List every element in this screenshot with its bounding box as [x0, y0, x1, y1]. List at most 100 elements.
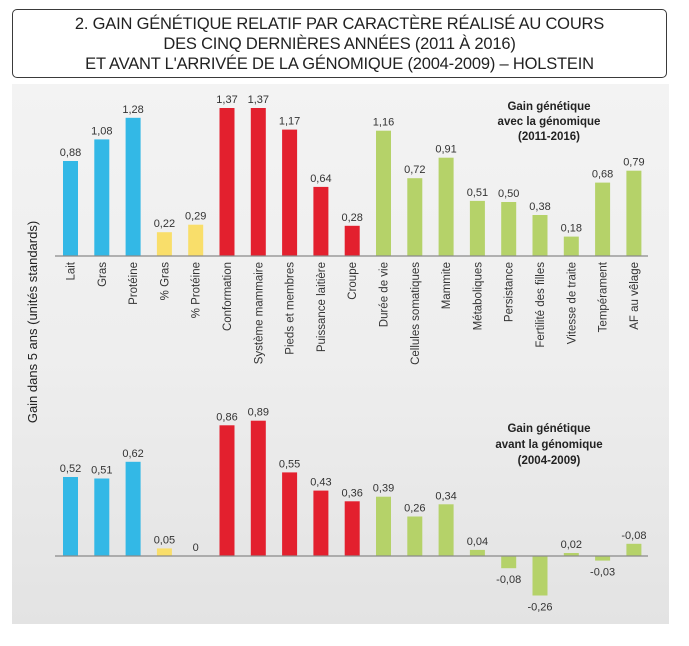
upper-bar-3	[125, 117, 141, 256]
lower-bar-3	[125, 461, 141, 556]
lower-value-label-6: 0,86	[216, 411, 237, 423]
upper-bar-1	[63, 161, 78, 256]
lower-value-label-4: 0,05	[154, 534, 175, 546]
upper-category-label-19: AF au vêlage	[629, 262, 641, 330]
upper-legend-line-3: (2011-2016)	[518, 131, 580, 143]
lower-value-label-11: 0,39	[373, 483, 394, 495]
lower-value-label-5: 0	[193, 542, 199, 554]
upper-value-label-11: 1,16	[373, 117, 394, 129]
upper-bar-6	[219, 108, 235, 256]
chart-title-line-3: ET AVANT L'ARRIVÉE DE LA GÉNOMIQUE (2004…	[85, 55, 594, 73]
upper-category-label-15: Persistance	[504, 262, 516, 322]
lower-bar-14	[469, 549, 485, 556]
upper-bar-8	[282, 129, 298, 256]
lower-bar-15	[501, 556, 517, 569]
lower-value-label-12: 0,26	[404, 503, 425, 515]
y-axis-label: Gain dans 5 ans (unités standards)	[25, 221, 40, 423]
upper-bar-14	[469, 200, 485, 256]
upper-bar-12	[407, 178, 423, 256]
lower-legend-line-1: Gain génétique	[507, 423, 590, 435]
upper-value-label-1: 0,88	[60, 147, 81, 159]
upper-bar-19	[626, 170, 642, 256]
lower-bar-8	[282, 472, 298, 556]
upper-value-label-18: 0,68	[592, 169, 613, 181]
upper-value-label-17: 0,18	[561, 223, 582, 235]
upper-category-label-1: Lait	[66, 261, 78, 280]
upper-category-label-10: Croupe	[347, 262, 359, 300]
upper-category-label-12: Cellules somatiques	[410, 262, 422, 365]
chart-background	[12, 84, 669, 624]
upper-value-label-12: 0,72	[404, 164, 425, 176]
lower-bar-10	[344, 501, 360, 556]
upper-legend-line-1: Gain génétique	[507, 101, 590, 113]
lower-legend-line-2: avant la génomique	[495, 439, 602, 451]
upper-value-label-4: 0,22	[154, 218, 175, 230]
upper-value-label-15: 0,50	[498, 188, 519, 200]
upper-value-label-16: 0,38	[529, 201, 550, 213]
upper-bar-11	[376, 130, 391, 256]
upper-value-label-13: 0,91	[435, 144, 456, 156]
upper-value-label-9: 0,64	[310, 173, 331, 185]
lower-value-label-13: 0,34	[435, 490, 456, 502]
upper-bar-4	[156, 232, 172, 256]
lower-value-label-8: 0,55	[279, 458, 300, 470]
lower-chart: Gain génétique avant la génomique (2004-…	[55, 407, 648, 614]
upper-category-label-5: % Protéine	[191, 262, 203, 318]
lower-bar-7	[250, 420, 266, 556]
lower-bar-13	[438, 504, 454, 556]
lower-bar-19	[626, 543, 642, 556]
upper-bar-16	[532, 215, 548, 256]
lower-value-label-2: 0,51	[91, 465, 112, 477]
upper-category-label-2: Gras	[97, 262, 109, 287]
upper-category-label-4: % Gras	[159, 262, 171, 301]
lower-value-label-10: 0,36	[341, 487, 362, 499]
upper-bar-15	[501, 202, 517, 256]
lower-value-label-7: 0,89	[248, 407, 269, 419]
lower-bar-18	[595, 556, 611, 561]
upper-chart: Gain génétique avec la génomique (2011-2…	[55, 94, 648, 365]
upper-bar-5	[188, 224, 204, 256]
upper-category-label-17: Vitesse de traite	[566, 262, 578, 344]
lower-value-label-15: -0,08	[496, 574, 521, 586]
upper-value-label-19: 0,79	[623, 157, 644, 169]
lower-legend-line-3: (2004-2009)	[518, 455, 581, 467]
lower-bar-6	[219, 425, 235, 556]
chart-title-line-1: 2. GAIN GÉNÉTIQUE RELATIF PAR CARACTÈRE …	[74, 15, 605, 33]
upper-bar-2	[94, 139, 110, 256]
lower-value-label-3: 0,62	[122, 448, 143, 460]
lower-value-label-16: -0,26	[527, 602, 552, 614]
lower-bar-2	[94, 478, 110, 556]
lower-bar-16	[532, 556, 548, 596]
lower-value-label-14: 0,04	[467, 536, 488, 548]
lower-bar-12	[407, 516, 423, 556]
upper-bar-13	[438, 157, 454, 256]
upper-value-label-10: 0,28	[341, 212, 362, 224]
upper-bar-9	[313, 186, 329, 256]
upper-category-label-18: Tempérament	[598, 261, 610, 332]
lower-bar-17	[563, 553, 579, 556]
upper-bar-10	[344, 225, 360, 256]
upper-category-label-16: Fertilité des filles	[535, 262, 547, 348]
upper-category-label-8: Pieds et membres	[285, 262, 297, 355]
upper-value-label-14: 0,51	[467, 187, 488, 199]
lower-value-label-1: 0,52	[60, 463, 81, 475]
upper-category-label-13: Mammite	[441, 262, 453, 309]
lower-value-label-9: 0,43	[310, 477, 331, 489]
upper-category-label-14: Métaboliques	[472, 262, 484, 331]
chart-title-line-2: DES CINQ DERNIÈRES ANNÉES (2011 À 2016)	[163, 35, 516, 53]
lower-value-label-18: -0,03	[590, 567, 615, 579]
upper-bar-7	[250, 108, 266, 256]
upper-bar-18	[595, 182, 611, 256]
upper-category-label-3: Protéine	[128, 262, 140, 305]
upper-value-label-3: 1,28	[122, 104, 143, 116]
lower-value-label-19: -0,08	[621, 530, 646, 542]
upper-legend-line-2: avec la génomique	[498, 116, 601, 128]
upper-category-label-11: Durée de vie	[379, 262, 391, 327]
upper-category-label-9: Puissance laitière	[316, 262, 328, 352]
lower-bar-1	[63, 477, 78, 556]
upper-value-label-5: 0,29	[185, 211, 206, 223]
upper-bar-17	[563, 236, 579, 256]
upper-value-label-6: 1,37	[216, 94, 237, 106]
upper-value-label-2: 1,08	[91, 125, 112, 137]
